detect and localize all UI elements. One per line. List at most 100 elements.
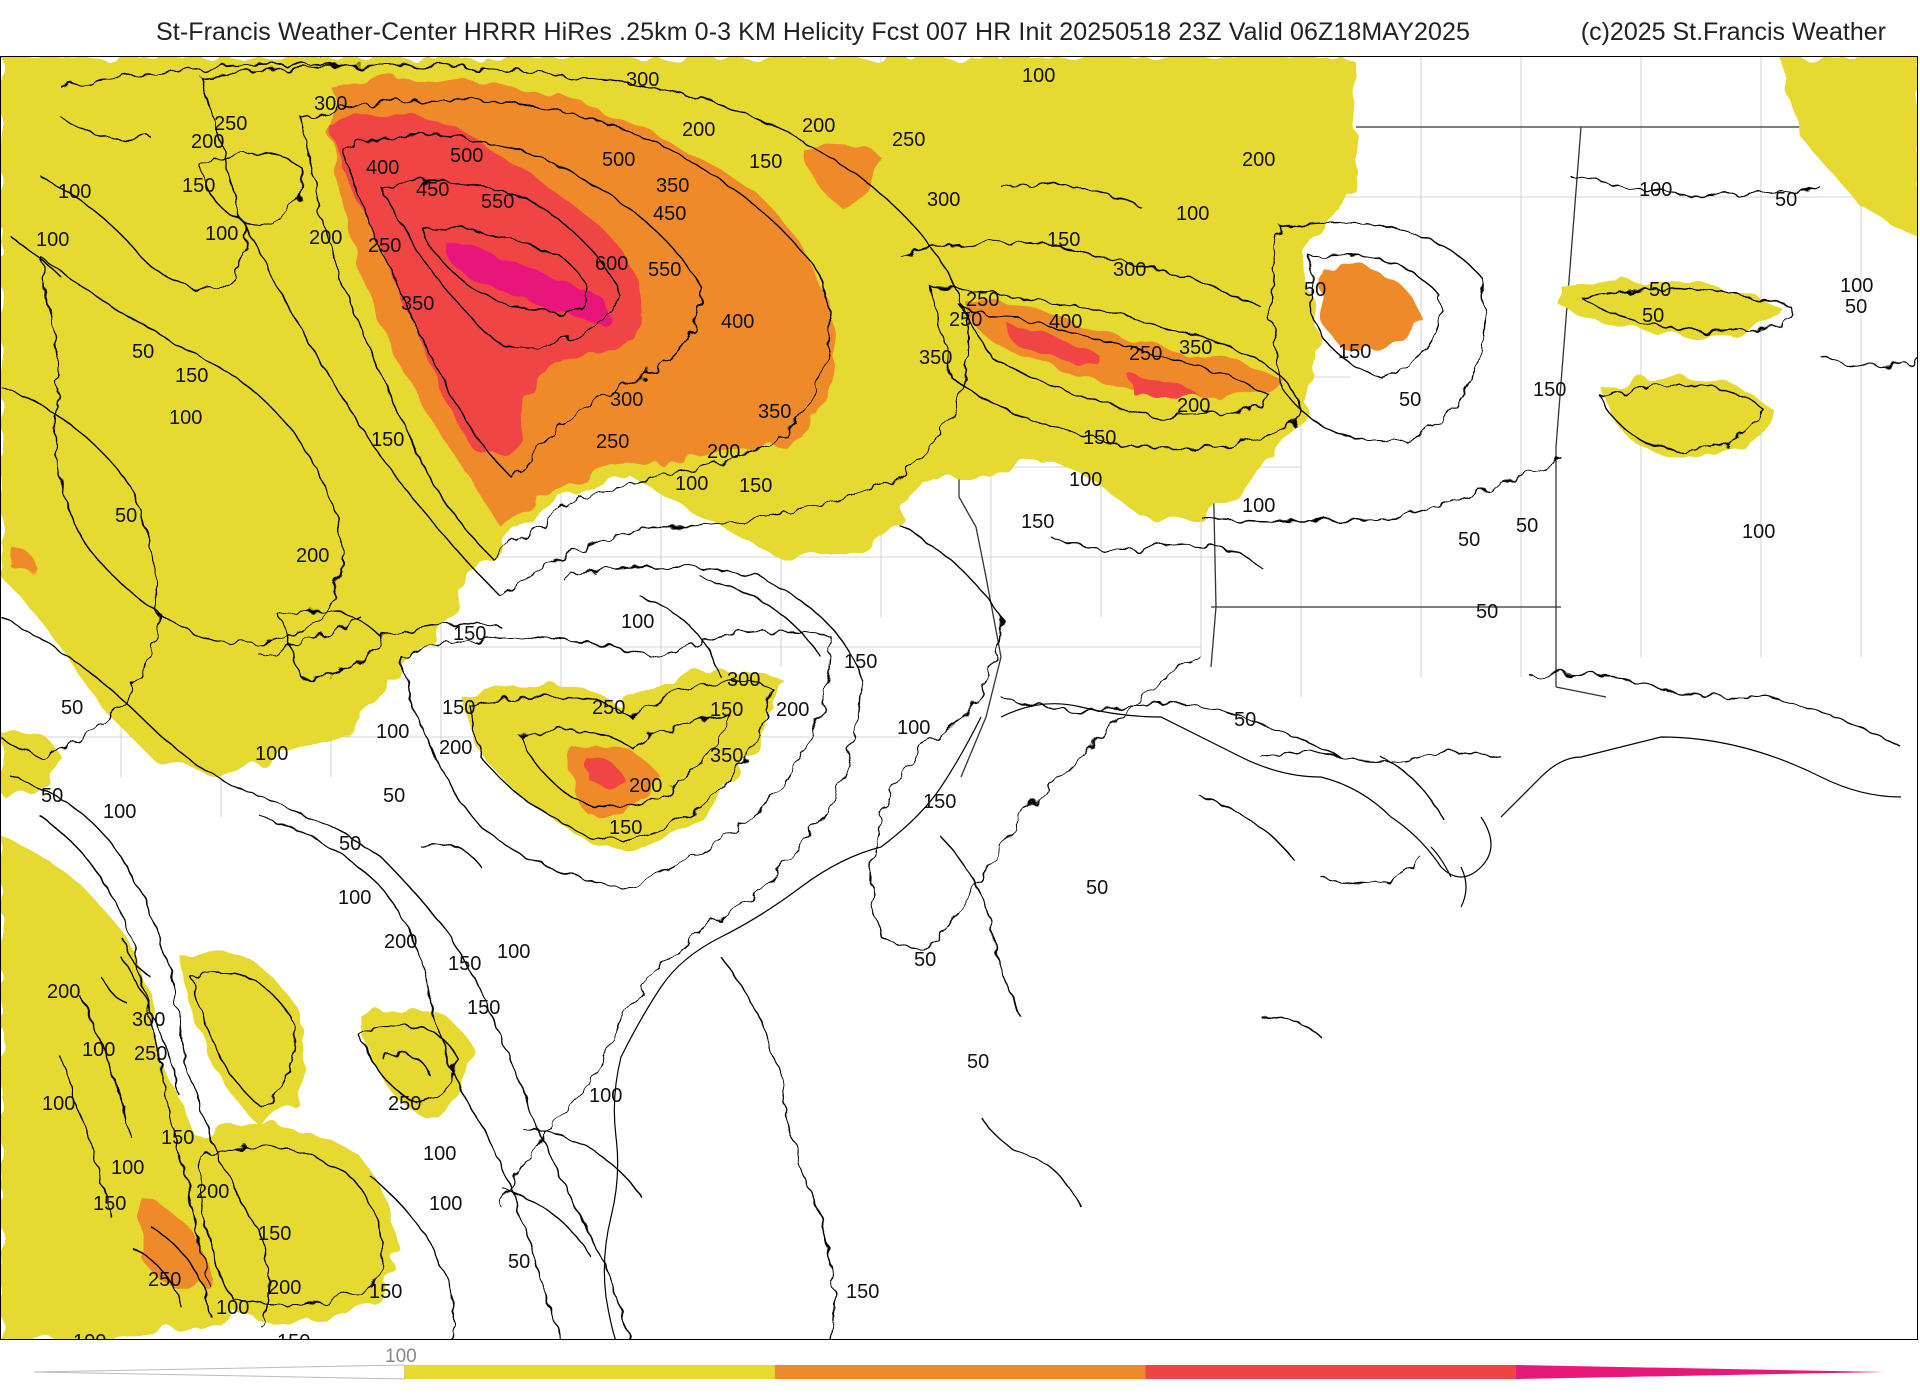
contour-label: 100	[205, 223, 238, 245]
helicity-fill	[1, 57, 1917, 1339]
contour-label: 200	[682, 119, 715, 141]
contour-label: 250	[949, 309, 982, 331]
contour-label: 350	[919, 347, 952, 369]
contour-label: 250	[592, 697, 625, 719]
contour-label: 450	[416, 179, 449, 201]
contour-label: 100	[42, 1093, 75, 1115]
contour-label: 200	[629, 775, 662, 797]
contour-label: 200	[296, 545, 329, 567]
contour-label: 50	[1516, 515, 1538, 537]
contour-label: 250	[966, 289, 999, 311]
band-400-plus-fill	[441, 237, 611, 322]
contour-label: 200	[268, 1277, 301, 1299]
contour-label: 50	[967, 1051, 989, 1073]
contour-label: 100	[1176, 203, 1209, 225]
contour-label: 150	[93, 1193, 126, 1215]
colorbar	[34, 1364, 1886, 1380]
contour-label: 150	[844, 651, 877, 673]
contour-label: 100	[376, 721, 409, 743]
contour-label: 150	[846, 1281, 879, 1303]
contour-label: 50	[383, 785, 405, 807]
contour-label: 600	[595, 253, 628, 275]
contour-label: 100	[589, 1085, 622, 1107]
contour-label: 100	[1069, 469, 1102, 491]
contour-label: 100	[1242, 495, 1275, 517]
contour-label: 100	[73, 1331, 106, 1340]
contour-label: 100	[36, 229, 69, 251]
contour-label: 50	[1845, 296, 1867, 318]
contour-label: 250	[148, 1269, 181, 1291]
contour-label: 50	[1086, 877, 1108, 899]
contour-label: 350	[656, 175, 689, 197]
contour-label: 150	[371, 429, 404, 451]
contour-label: 100	[1840, 275, 1873, 297]
contour-label: 150	[1338, 341, 1371, 363]
contour-label: 50	[115, 505, 137, 527]
contour-label: 450	[653, 203, 686, 225]
contour-label: 200	[309, 227, 342, 249]
title-bar: St-Francis Weather-Center HRRR HiRes .25…	[0, 0, 1920, 56]
contour-label: 50	[914, 949, 936, 971]
contour-label: 50	[339, 833, 361, 855]
contour-label: 300	[132, 1009, 165, 1031]
contour-label: 150	[1533, 379, 1566, 401]
contour-label: 150	[739, 475, 772, 497]
contour-label: 350	[710, 745, 743, 767]
contour-label: 150	[749, 151, 782, 173]
contour-label: 100	[1639, 179, 1672, 201]
contour-label: 100	[497, 941, 530, 963]
contour-label: 150	[923, 791, 956, 813]
contour-label: 200	[196, 1181, 229, 1203]
colorbar-segment-200-300	[774, 1365, 1146, 1379]
contour-label: 150	[1083, 427, 1116, 449]
contour-label: 50	[1476, 601, 1498, 623]
contour-label: 100	[103, 801, 136, 823]
contour-label: 400	[721, 311, 754, 333]
contour-label: 500	[602, 149, 635, 171]
contour-label: 100	[897, 717, 930, 739]
contour-label: 50	[1304, 279, 1326, 301]
contour-label: 150	[710, 699, 743, 721]
contour-label: 200	[776, 699, 809, 721]
contour-label: 250	[214, 113, 247, 135]
colorbar-segment-below-100	[34, 1364, 405, 1380]
contour-label: 50	[132, 341, 154, 363]
contour-label: 50	[1234, 709, 1256, 731]
contour-label: 50	[1399, 389, 1421, 411]
contour-label: 150	[453, 623, 486, 645]
contour-label: 100	[1742, 521, 1775, 543]
colorbar-tick-label: 100	[385, 1346, 417, 1367]
contour-label: 500	[450, 145, 483, 167]
contour-label: 150	[1047, 229, 1080, 251]
contour-label: 350	[758, 401, 791, 423]
contour-label: 400	[1049, 311, 1082, 333]
contour-label: 550	[648, 259, 681, 281]
contour-label: 400	[366, 157, 399, 179]
coastline	[603, 703, 1902, 1339]
contour-label: 50	[1649, 279, 1671, 301]
contour-label: 100	[82, 1039, 115, 1061]
contour-label: 100	[423, 1143, 456, 1165]
contour-label: 100	[169, 407, 202, 429]
contour-label: 550	[481, 191, 514, 213]
contour-label: 200	[707, 441, 740, 463]
contour-label: 200	[439, 737, 472, 759]
contour-label: 100	[1022, 65, 1055, 87]
map-frame: 300 250 200 150 100 100 100 200 250 400 …	[0, 56, 1918, 1340]
contour-label: 150	[609, 817, 642, 839]
contour-label: 50	[1642, 305, 1664, 327]
contour-label: 200	[47, 981, 80, 1003]
colorbar-segment-300-400	[1145, 1365, 1516, 1379]
contour-label: 150	[182, 175, 215, 197]
colorbar-segment-400-plus	[1515, 1365, 1886, 1379]
contour-label: 100	[111, 1157, 144, 1179]
contour-label: 300	[1113, 259, 1146, 281]
contour-label: 300	[610, 389, 643, 411]
contour-label: 50	[1775, 189, 1797, 211]
band-100-200-fill	[1, 57, 1917, 1339]
contour-label: 100	[429, 1193, 462, 1215]
contour-label: 150	[467, 997, 500, 1019]
contour-label: 300	[314, 93, 347, 115]
contour-label: 150	[277, 1331, 310, 1340]
contour-label: 250	[596, 431, 629, 453]
